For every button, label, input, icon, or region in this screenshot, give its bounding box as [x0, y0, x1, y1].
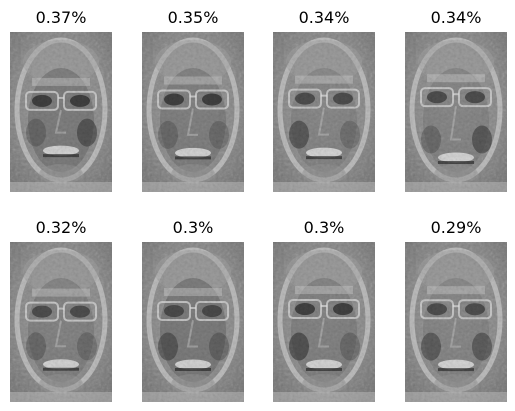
- variance-label: 0.3%: [303, 218, 345, 237]
- eigenface-panel: 0.35%: [142, 8, 244, 192]
- eigenface-panel: 0.29%: [405, 218, 507, 402]
- eigenface-panel: 0.34%: [405, 8, 507, 192]
- variance-label: 0.32%: [35, 218, 87, 237]
- variance-label: 0.29%: [430, 218, 482, 237]
- eigenface-panel: 0.32%: [10, 218, 112, 402]
- variance-label: 0.3%: [172, 218, 214, 237]
- eigenface-panel: 0.37%: [10, 8, 112, 192]
- variance-label: 0.35%: [167, 8, 219, 27]
- variance-label: 0.37%: [35, 8, 87, 27]
- eigenface-panel: 0.34%: [273, 8, 375, 192]
- eigenface-panel: 0.3%: [273, 218, 375, 402]
- variance-label: 0.34%: [430, 8, 482, 27]
- eigenface-panel: 0.3%: [142, 218, 244, 402]
- variance-label: 0.34%: [298, 8, 350, 27]
